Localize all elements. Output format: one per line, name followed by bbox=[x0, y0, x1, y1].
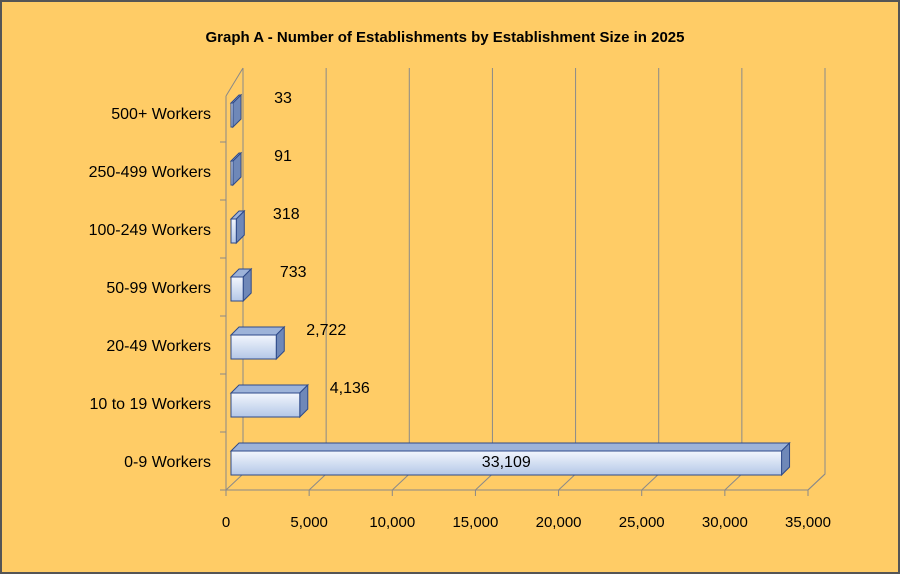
y-tick-label: 20-49 Workers bbox=[106, 338, 211, 355]
y-tick-label: 250-499 Workers bbox=[89, 164, 211, 181]
x-tick-label: 0 bbox=[222, 514, 230, 531]
bar bbox=[230, 276, 244, 302]
bar bbox=[230, 218, 237, 244]
bar bbox=[230, 450, 783, 476]
y-tick-label: 100-249 Workers bbox=[89, 222, 211, 239]
y-tick-label: 500+ Workers bbox=[111, 106, 211, 123]
value-label: 733 bbox=[280, 264, 307, 281]
grid-line bbox=[807, 68, 826, 491]
x-tick-label: 20,000 bbox=[536, 514, 582, 531]
bar bbox=[230, 334, 277, 360]
bar-top bbox=[229, 326, 286, 336]
x-tick-label: 30,000 bbox=[702, 514, 748, 531]
x-tick-label: 5,000 bbox=[290, 514, 328, 531]
bar-top bbox=[229, 442, 791, 452]
value-label: 33 bbox=[274, 90, 292, 107]
value-label: 318 bbox=[273, 206, 300, 223]
bar bbox=[230, 392, 301, 418]
x-tick-label: 15,000 bbox=[452, 514, 498, 531]
y-tick-label: 50-99 Workers bbox=[106, 280, 211, 297]
plot-area: 0 5,000 10,000 15,000 20,000 25,000 30,000 35,0… bbox=[89, 67, 831, 531]
chart-title: Graph A - Number of Establishments by Es… bbox=[205, 29, 684, 46]
x-tick-label: 10,000 bbox=[369, 514, 415, 531]
value-label: 2,722 bbox=[306, 322, 346, 339]
value-label: 33,109 bbox=[482, 454, 531, 471]
x-tick-label: 35,000 bbox=[785, 514, 831, 531]
bar bbox=[230, 160, 234, 186]
value-label: 91 bbox=[274, 148, 292, 165]
bar-top bbox=[229, 384, 309, 394]
x-tick-label: 25,000 bbox=[619, 514, 665, 531]
y-tick-label: 10 to 19 Workers bbox=[89, 396, 211, 413]
value-label: 4,136 bbox=[330, 380, 370, 397]
y-tick-label: 0-9 Workers bbox=[124, 454, 211, 471]
wall-edge bbox=[225, 67, 244, 97]
bar bbox=[230, 102, 234, 128]
